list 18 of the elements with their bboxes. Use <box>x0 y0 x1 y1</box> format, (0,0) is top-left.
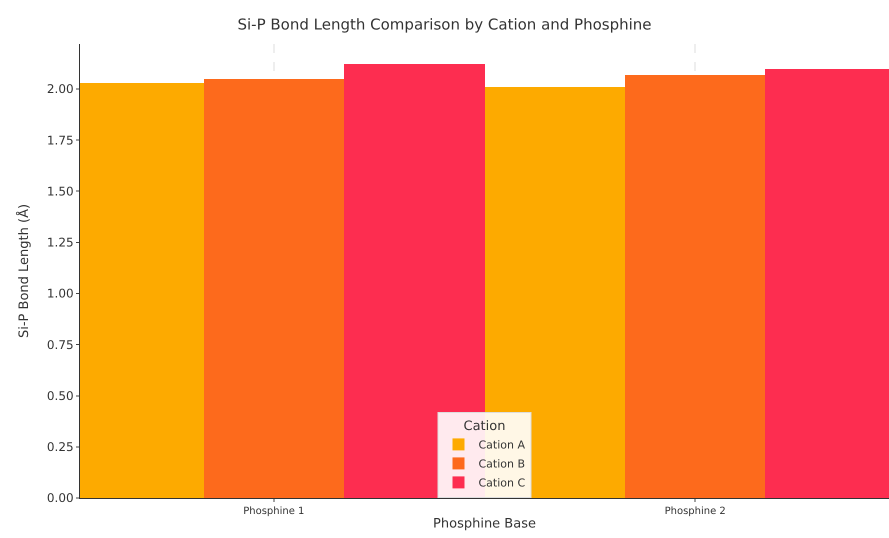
y-tick-label: 0.25 <box>46 440 74 454</box>
legend-label: Cation C <box>478 476 526 490</box>
y-tick-label: 2.00 <box>46 82 74 96</box>
y-tick-label: 1.25 <box>46 236 74 250</box>
x-tick-label: Phosphine 2 <box>664 506 726 517</box>
y-tick-label: 1.75 <box>46 133 74 148</box>
y-tick-label: 0.50 <box>46 388 74 403</box>
legend-label: Cation A <box>478 438 526 452</box>
legend-title: Cation <box>464 418 506 434</box>
x-axis-title: Phosphine Base <box>433 516 536 532</box>
y-tick-label: 1.00 <box>46 286 74 301</box>
y-tick-label: 0.75 <box>46 338 74 352</box>
chart-title: Si-P Bond Length Comparison by Cation and Phosphine <box>237 15 652 34</box>
x-tick-label: Phosphine 1 <box>243 506 304 517</box>
y-tick-label: 0.00 <box>46 491 74 506</box>
y-tick-label: 1.50 <box>46 184 74 198</box>
legend-label: Cation B <box>478 458 526 471</box>
y-axis-title: Si-P Bond Length (Å) <box>14 204 32 338</box>
